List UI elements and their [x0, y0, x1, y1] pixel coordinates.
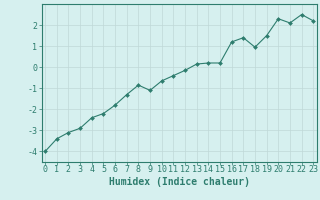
X-axis label: Humidex (Indice chaleur): Humidex (Indice chaleur) — [109, 177, 250, 187]
